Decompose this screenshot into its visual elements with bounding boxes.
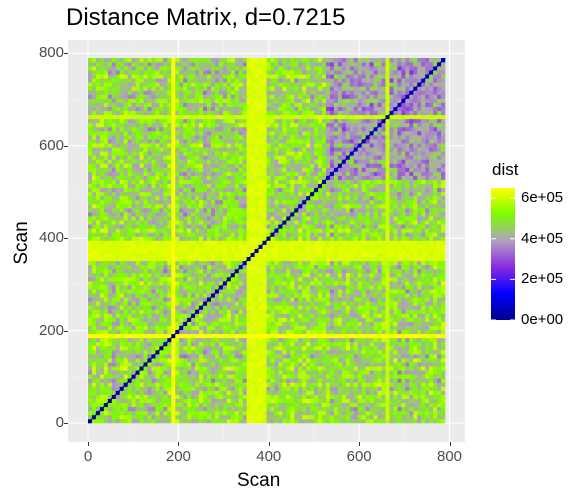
- y-tick-mark: [64, 423, 68, 424]
- diagonal: [87, 57, 446, 424]
- y-tick-mark: [64, 145, 68, 147]
- plot-panel: [68, 40, 465, 442]
- y-tick-label: 400: [38, 229, 64, 247]
- y-axis-title: Scan: [11, 221, 32, 265]
- y-tick-label: 200: [38, 321, 64, 339]
- x-axis-title: Scan: [237, 470, 281, 491]
- x-tick-mark: [88, 442, 89, 446]
- x-tick-label: 200: [165, 448, 191, 465]
- x-tick-label: 600: [346, 448, 372, 465]
- y-tick-mark: [64, 53, 68, 55]
- y-tick-label: 600: [38, 136, 64, 154]
- y-tick-label: 800: [38, 44, 64, 62]
- heatmap-plot: [68, 40, 465, 442]
- y-tick-mark: [64, 330, 68, 332]
- x-tick-mark: [178, 442, 180, 446]
- x-tick-mark: [449, 442, 451, 446]
- x-tick-label: 800: [437, 448, 463, 465]
- x-tick-label: 0: [83, 448, 93, 465]
- chart-title: Distance Matrix, d=0.7215: [66, 4, 346, 31]
- x-tick-mark: [268, 442, 270, 446]
- legend-title: dist: [492, 160, 519, 179]
- y-tick-mark: [64, 238, 68, 240]
- legend-label: 0e+00: [521, 311, 564, 328]
- x-tick-mark: [359, 442, 361, 446]
- y-tick-label: 0: [55, 414, 64, 431]
- legend-label: 2e+05: [521, 270, 564, 288]
- legend-label: 4e+05: [521, 229, 564, 247]
- legend-colorbar: [491, 188, 515, 320]
- colorbar-gradient: [491, 188, 515, 320]
- heatmap-cells: [88, 58, 446, 424]
- legend-label: 6e+05: [521, 189, 564, 207]
- x-tick-label: 400: [256, 448, 282, 465]
